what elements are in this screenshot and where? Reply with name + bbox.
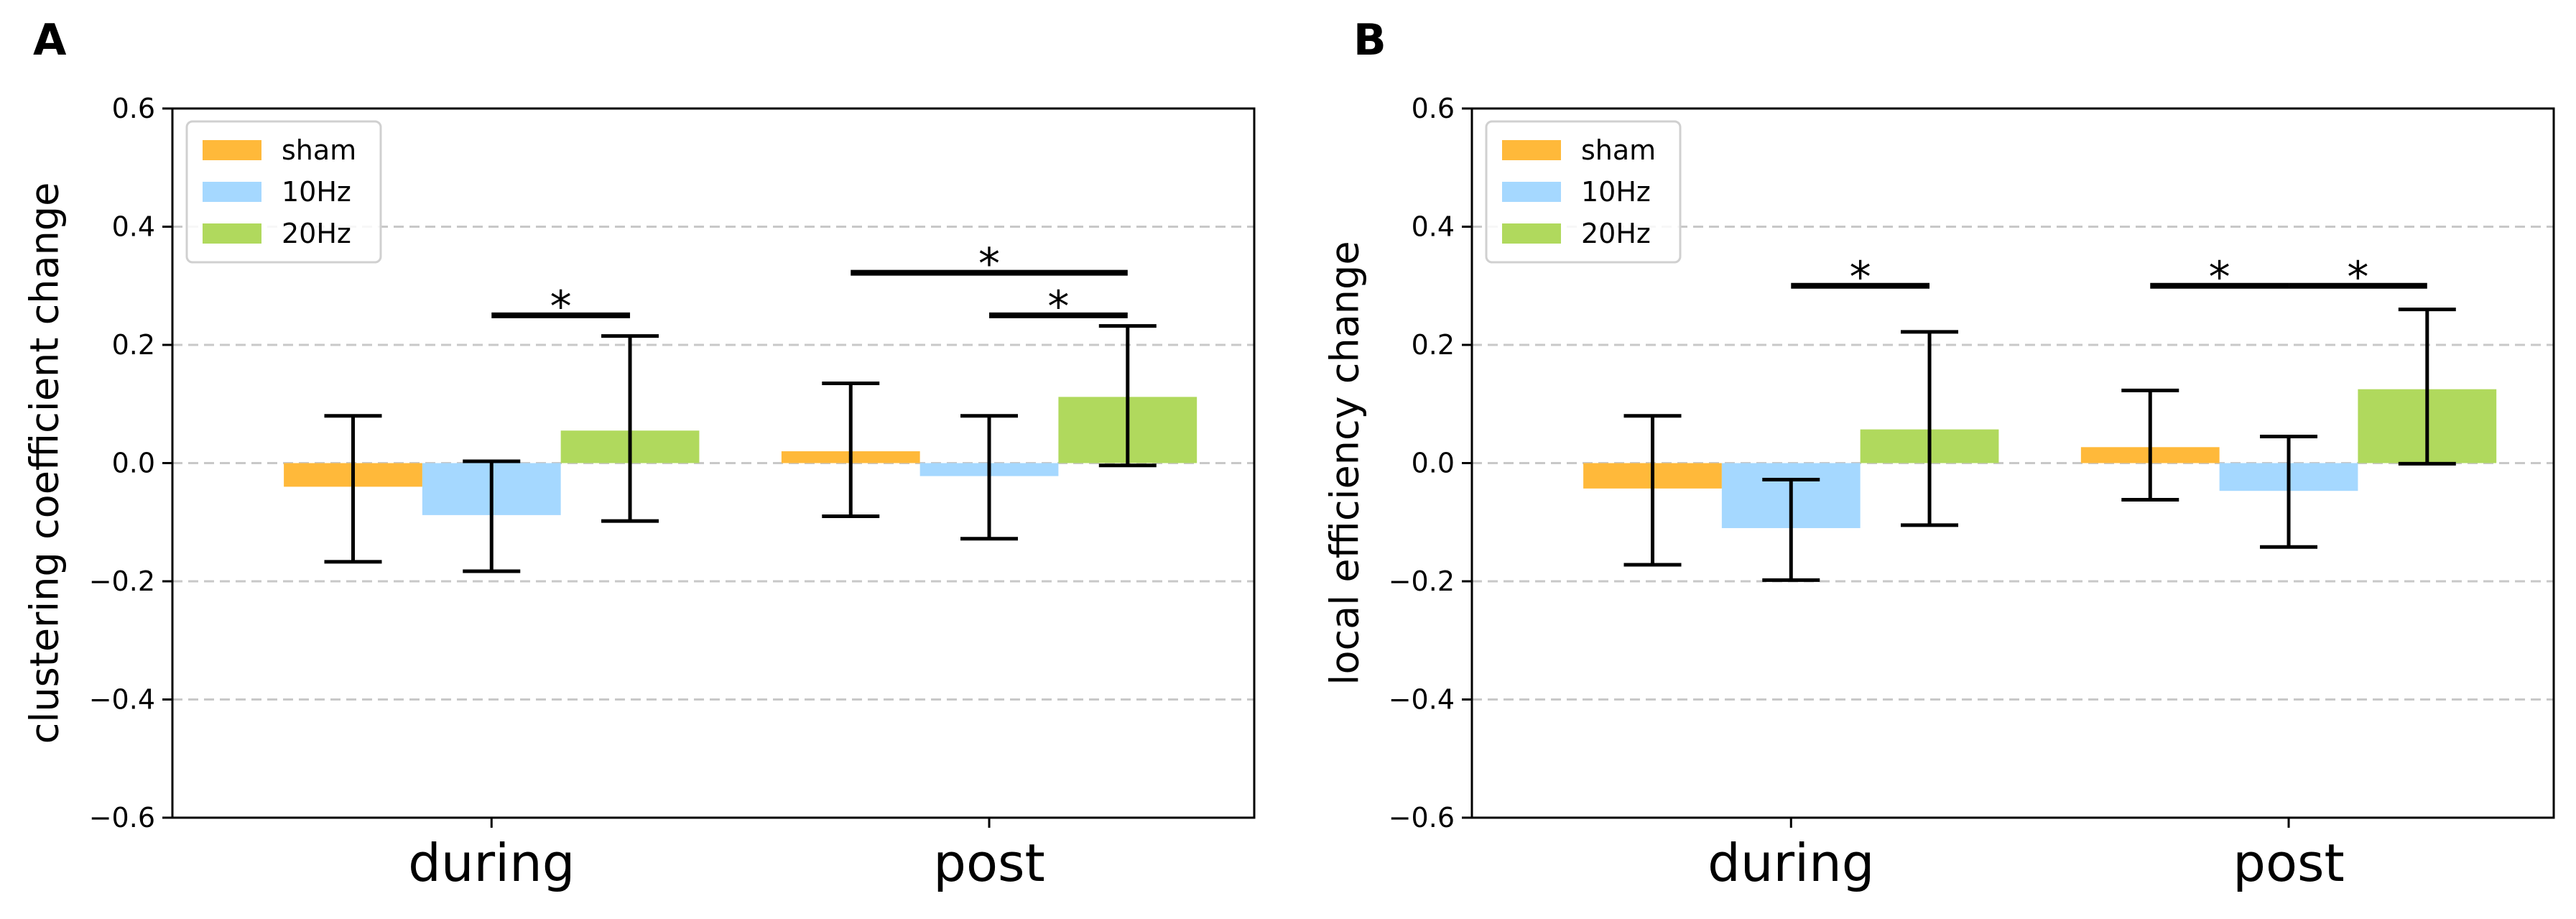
legend-swatch-10hz xyxy=(1502,182,1561,202)
x-tick-label-post: post xyxy=(2233,833,2345,893)
x-tick-label-during: during xyxy=(408,833,575,893)
error-bar-10hz-post xyxy=(2260,434,2318,549)
legend-label-10hz: 10Hz xyxy=(1581,176,1651,208)
x-tick-label-post: post xyxy=(933,833,1045,893)
legend: sham 10Hz 20Hz xyxy=(1485,120,1682,264)
y-tick-label: −0.2 xyxy=(89,565,155,597)
significance-star: * xyxy=(2347,252,2368,303)
error-bar-10hz-post xyxy=(960,414,1019,541)
error-bar-20hz-during xyxy=(601,334,659,523)
significance-marker-3: * xyxy=(2289,252,2427,303)
y-axis-title: clustering coefficient change xyxy=(22,183,68,744)
x-tick-label-during: during xyxy=(1708,833,1874,893)
legend-swatch-20hz xyxy=(203,223,261,244)
significance-marker-1: * xyxy=(491,282,631,332)
y-tick-label: 0.6 xyxy=(1412,93,1455,124)
significance-marker-2: * xyxy=(851,239,1128,290)
significance-star: * xyxy=(978,239,1000,290)
error-bar-20hz-post xyxy=(2398,308,2456,466)
significance-marker-3: * xyxy=(989,282,1128,332)
significance-star: * xyxy=(1047,282,1069,332)
y-tick-label: 0.0 xyxy=(1412,448,1455,479)
significance-star: * xyxy=(1850,252,1871,303)
legend-swatch-10hz xyxy=(203,182,261,202)
y-tick-label: −0.4 xyxy=(1389,684,1455,716)
error-bar-20hz-during xyxy=(1901,330,1959,527)
y-tick-label: 0.6 xyxy=(112,93,155,124)
legend-label-sham: sham xyxy=(1581,134,1656,166)
legend-swatch-sham xyxy=(1502,140,1561,160)
significance-marker-2: * xyxy=(2150,252,2289,303)
legend: sham 10Hz 20Hz xyxy=(185,120,382,264)
error-bar-sham-during xyxy=(1623,414,1682,567)
y-tick-label: −0.4 xyxy=(89,684,155,716)
y-axis-title: local efficiency change xyxy=(1322,241,1368,685)
error-bar-10hz-during xyxy=(463,459,521,573)
legend-label-20hz: 20Hz xyxy=(1581,218,1651,249)
y-tick-label: 0.4 xyxy=(1412,211,1455,243)
panel-letter: A xyxy=(33,15,67,65)
y-tick-label: −0.6 xyxy=(1389,802,1455,833)
panel-letter: B xyxy=(1353,15,1386,65)
error-bar-20hz-post xyxy=(1098,324,1157,468)
y-tick-label: −0.6 xyxy=(89,802,155,833)
y-tick-label: 0.2 xyxy=(112,329,155,361)
legend-swatch-20hz xyxy=(1502,223,1561,244)
legend-label-20hz: 20Hz xyxy=(282,218,351,249)
significance-star: * xyxy=(550,282,572,332)
error-bar-10hz-during xyxy=(1762,478,1820,582)
y-tick-label: 0.4 xyxy=(112,211,155,243)
error-bar-sham-during xyxy=(324,414,382,564)
significance-star: * xyxy=(2209,252,2230,303)
legend-swatch-sham xyxy=(203,140,261,160)
y-tick-label: 0.2 xyxy=(1412,329,1455,361)
legend-label-sham: sham xyxy=(282,134,356,166)
y-tick-label: 0.0 xyxy=(112,448,155,479)
significance-marker-1: * xyxy=(1791,252,1930,303)
legend-label-10hz: 10Hz xyxy=(282,176,351,208)
y-tick-label: −0.2 xyxy=(1389,565,1455,597)
error-bar-sham-post xyxy=(822,381,880,519)
error-bar-sham-post xyxy=(2121,388,2179,502)
